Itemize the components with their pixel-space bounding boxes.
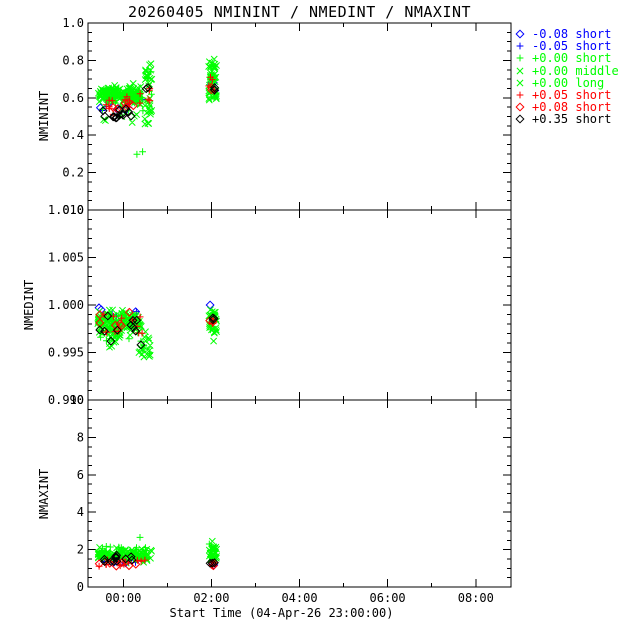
legend-item-label: +0.05 short	[532, 87, 612, 102]
x-tick-label: 04:00	[281, 591, 317, 605]
y-tick-label: 1.010	[48, 203, 84, 217]
legend-diamond-icon	[515, 114, 525, 124]
legend-item: +0.00 long	[511, 77, 619, 89]
series-nminint-7	[98, 82, 220, 123]
legend-plus-icon	[516, 42, 524, 50]
y-tick-label: 10	[70, 393, 84, 407]
legend-item: +0.05 short	[511, 89, 619, 101]
panel-ticks-nmaxint	[88, 399, 511, 588]
legend-plus-icon	[516, 55, 524, 62]
y-tick-label: 6	[77, 468, 84, 482]
series-nmaxint-6	[94, 558, 218, 571]
panel-box-nmedint	[87, 209, 512, 401]
y-tick-label: 0.995	[48, 346, 84, 360]
legend-x-icon	[516, 67, 524, 75]
legend-diamond-icon	[515, 29, 525, 39]
y-axis-title-nmaxint: NMAXINT	[37, 468, 51, 520]
y-tick-label: 0	[77, 580, 84, 594]
legend-item: +0.00 middle	[511, 63, 619, 78]
y-tick-label: 0.8	[62, 53, 84, 67]
y-axis-title-nminint: NMININT	[37, 90, 51, 142]
y-tick-label: 2	[77, 543, 84, 557]
legend-item-label: +0.00 short	[532, 51, 612, 66]
x-tick-label: 06:00	[370, 591, 406, 605]
x-tick-label: 02:00	[193, 591, 229, 605]
legend-item-label: +0.35 short	[532, 112, 612, 127]
legend-item: -0.08 short	[511, 28, 619, 40]
x-tick-label: 00:00	[105, 591, 141, 605]
series-nminint-3	[94, 58, 220, 110]
y-tick-label: 1.0	[62, 16, 84, 30]
legend-item-label: -0.08 short	[532, 27, 612, 41]
legend-item-label: -0.05 short	[532, 39, 612, 54]
plot-legend: -0.08 short -0.05 short +0.00 short +0.00 m…	[511, 28, 619, 126]
panel-ticks-nminint	[88, 22, 511, 211]
x-tick-label: 08:00	[458, 591, 494, 605]
legend-item: +0.35 short	[511, 112, 619, 127]
legend-item: -0.05 short	[511, 40, 619, 52]
y-tick-label: 0.2	[62, 166, 84, 180]
panel-ticks-nmedint	[88, 209, 511, 401]
y-tick-label: 0.6	[62, 91, 84, 105]
y-axis-title-nmedint: NMEDINT	[22, 279, 36, 331]
plot-title: 20260405 NMININT / NMEDINT / NMAXINT	[127, 3, 472, 21]
y-tick-label: 0.990	[48, 393, 84, 407]
legend-item: +0.00 short	[511, 51, 619, 66]
panel-box-nminint	[87, 22, 512, 211]
legend-item-label: +0.08 short	[532, 100, 612, 115]
legend-x-icon	[516, 79, 524, 87]
legend-plus-icon	[516, 91, 524, 99]
y-tick-label: 4	[77, 505, 84, 519]
y-tick-label: 1.005	[48, 251, 84, 265]
x-axis-title: Start Time (04-Apr-26 23:00:00)	[169, 606, 394, 620]
y-tick-label: 8	[77, 430, 84, 444]
y-tick-label: 1.000	[48, 298, 84, 312]
legend-item-label: +0.00 middle	[532, 63, 619, 78]
y-tick-label: 0.0	[62, 203, 84, 217]
series-nmaxint-7	[99, 550, 219, 568]
legend-item-label: +0.00 long	[532, 75, 605, 90]
y-tick-label: 0.4	[62, 128, 84, 142]
legend-item: +0.08 short	[511, 101, 619, 113]
legend-diamond-icon	[515, 102, 525, 112]
series-nmedint-7	[95, 311, 219, 350]
